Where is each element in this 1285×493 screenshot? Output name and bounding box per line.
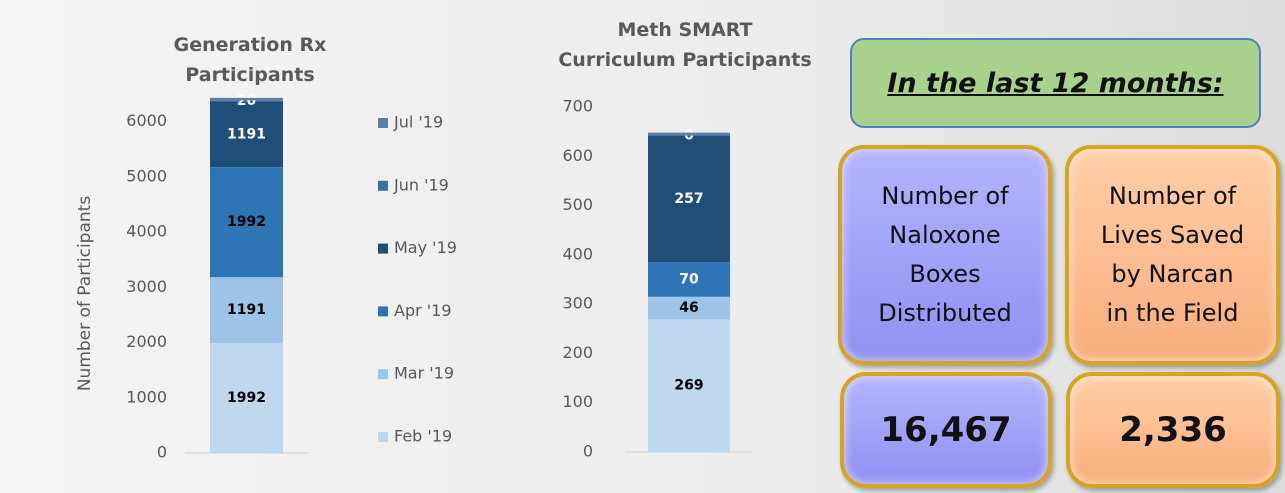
- card-label: Number of Lives Saved by Narcan in the F…: [1065, 145, 1280, 365]
- card-value: 16,467: [840, 372, 1052, 488]
- legend-swatch: [378, 306, 388, 317]
- data-label: 1191: [227, 302, 266, 318]
- legend-swatch: [378, 369, 388, 380]
- label-line: Number of: [881, 182, 1009, 210]
- value: 2,336: [1119, 410, 1227, 450]
- legend-swatch: [378, 118, 388, 128]
- y-tick-label: 100: [562, 392, 593, 411]
- data-label: 20: [237, 93, 257, 109]
- bar-segment: [210, 101, 283, 168]
- y-tick-label: 3000: [126, 277, 167, 296]
- y-tick-label: 2000: [126, 332, 167, 351]
- card-label: Number of Naloxone Boxes Distributed: [838, 145, 1052, 365]
- y-tick-label: 700: [562, 97, 593, 116]
- bar-segment: [648, 319, 730, 452]
- card-value: 2,336: [1066, 372, 1280, 488]
- legend-swatch: [378, 432, 388, 442]
- title-line: Generation Rx: [173, 34, 327, 56]
- bar-segment: [210, 100, 283, 102]
- y-tick-label: 200: [562, 343, 593, 362]
- legend-label: Apr '19: [394, 301, 452, 320]
- y-tick-label: 4000: [126, 222, 167, 241]
- data-label: 1191: [227, 126, 266, 142]
- data-label: 70: [679, 272, 699, 288]
- y-tick-label: 5000: [126, 166, 167, 185]
- bar-segment: [210, 97, 283, 101]
- label-line: in the Field: [1106, 299, 1239, 327]
- label-line: by Narcan: [1111, 260, 1234, 288]
- panel-heading: In the last 12 months:: [850, 38, 1261, 128]
- bar-segment: [648, 296, 730, 320]
- y-tick-label: 600: [562, 146, 593, 165]
- legend-label: Mar '19: [394, 364, 454, 383]
- legend-label: Jul '19: [393, 113, 443, 132]
- bar-segment: [210, 277, 283, 343]
- data-label: 1992: [227, 390, 266, 406]
- data-label: 269: [674, 378, 703, 394]
- y-tick-label: 400: [562, 244, 593, 263]
- legend-swatch: [378, 243, 388, 254]
- y-tick-label: 500: [562, 195, 593, 214]
- legend-label: Jun '19: [393, 175, 449, 194]
- bar-segment: [648, 262, 730, 297]
- legend-label: May '19: [394, 238, 457, 257]
- y-tick-label: 1000: [126, 387, 167, 406]
- y-tick-label: 0: [583, 442, 593, 461]
- bar-segment: [648, 132, 730, 136]
- data-label: 1992: [227, 214, 266, 230]
- label-line: Boxes: [909, 260, 981, 288]
- y-axis-title: Number of Participants: [75, 196, 95, 391]
- title-line: Participants: [185, 64, 315, 86]
- data-label: 257: [674, 191, 703, 207]
- y-tick-label: 300: [562, 294, 593, 313]
- value: 16,467: [880, 410, 1012, 450]
- chart-title: Generation Rx Participants: [160, 30, 340, 90]
- bar-segment: [648, 135, 730, 263]
- title-line: Meth SMART: [617, 19, 753, 41]
- chart-title: Meth SMART Curriculum Participants: [540, 15, 830, 75]
- legend-swatch: [378, 180, 388, 191]
- data-label: 46: [679, 300, 698, 316]
- y-tick-label: 6000: [126, 111, 167, 130]
- label-line: Number of: [1108, 182, 1237, 210]
- bar-segment: [210, 167, 283, 278]
- title-line: Curriculum Participants: [558, 49, 812, 71]
- label-line: Distributed: [878, 299, 1012, 327]
- label-line: Lives Saved: [1100, 221, 1245, 249]
- bar-segment: [210, 342, 283, 453]
- y-tick-label: 0: [157, 443, 167, 462]
- label-line: Naloxone: [889, 221, 1001, 249]
- legend-label: Feb '19: [394, 427, 452, 446]
